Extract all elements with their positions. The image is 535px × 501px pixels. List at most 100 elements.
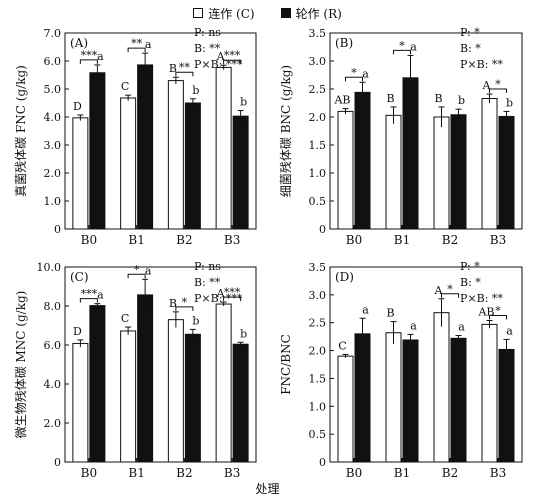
y-tick-label: 5.0 (44, 83, 62, 96)
bar-rotation-b0 (89, 72, 106, 230)
y-tick-label: 6.0 (44, 55, 62, 68)
y-axis-label: 真菌残体碳 FNC (g/kg) (14, 65, 28, 197)
significance-letter: D (73, 325, 82, 338)
significance-letter: B (169, 62, 177, 75)
x-tick-label: B0 (346, 466, 362, 480)
bar-rotation-b0 (354, 333, 371, 463)
significance-letter: a (458, 321, 465, 334)
bar-rotation-b3 (232, 115, 249, 230)
stats-line: P×B: ** (460, 58, 503, 71)
y-tick-label: 2.0 (44, 417, 62, 430)
bar-rotation-b3 (498, 115, 515, 230)
significance-letter: a (145, 38, 152, 51)
bar-rotation-b2 (184, 102, 201, 230)
stats-line: P: * (460, 260, 480, 273)
panel-d: 0 0.5 1.0 1.5 2.0 2.5 3.0 3.5 FNC/BNC (D) P: * B: *… (279, 260, 523, 480)
panel-label: (C) (70, 270, 89, 284)
significance-bracket (175, 306, 194, 311)
x-tick-label: B1 (128, 233, 144, 247)
significance-letter: b (192, 84, 199, 97)
stats-line: P: ns (194, 26, 221, 39)
significance-letter: b (458, 94, 465, 107)
bar-continuous-b3 (215, 303, 232, 463)
y-tick-label: 2.0 (309, 345, 327, 358)
y-tick-label: 3.0 (44, 139, 62, 152)
stats-line: P×B: ** (460, 292, 503, 305)
significance-bracket (127, 273, 146, 279)
bar-continuous-b3 (481, 323, 498, 463)
significance-letter: D (73, 100, 82, 113)
significance-letter: a (362, 67, 369, 80)
bar-rotation-b1 (137, 294, 154, 463)
y-tick-label: 1.5 (309, 139, 327, 152)
significance-letter: a (97, 289, 104, 302)
legend-label-rotation: 轮作 (R) (295, 6, 342, 21)
significance-stars: *** (81, 288, 98, 301)
bar-continuous-b1 (120, 97, 137, 230)
significance-letter: b (506, 96, 513, 109)
significance-bracket (489, 88, 507, 94)
y-tick-label: 4.0 (44, 111, 62, 124)
y-axis-label: FNC/BNC (279, 334, 293, 395)
x-tick-label: B3 (224, 466, 240, 480)
panel-c-frame (64, 266, 257, 463)
legend: 连作 (C) 轮作 (R) (0, 4, 535, 22)
y-tick-label: 8.0 (44, 300, 62, 313)
panel-label: (A) (70, 36, 88, 50)
bar-rotation-b3 (498, 348, 515, 463)
y-tick-label: 0.5 (309, 428, 327, 441)
y-tick-label: 2.5 (309, 317, 327, 330)
y-tick-label: 1.5 (309, 372, 327, 385)
x-tick-label: B2 (176, 233, 192, 247)
bar-continuous-b0 (72, 342, 89, 463)
legend-entry-rotation: 轮作 (R) (280, 5, 342, 22)
significance-letter: A (216, 287, 226, 300)
stats-line: P: * (460, 26, 480, 39)
figure-x-axis-label: 处理 (255, 482, 280, 496)
significance-bracket (223, 296, 242, 302)
significance-letter: A (216, 50, 226, 63)
bar-rotation-b0 (354, 91, 371, 230)
significance-bracket (345, 76, 363, 82)
bar-continuous-b0 (72, 117, 89, 230)
significance-stars: * (495, 78, 501, 91)
bar-continuous-b1 (385, 332, 402, 463)
y-axis-label: 细菌残体碳 BNC (g/kg) (279, 65, 293, 197)
stats-line: B: * (460, 42, 481, 55)
significance-letter: b (240, 327, 247, 340)
x-tick-label: B2 (442, 466, 458, 480)
significance-stars: ** (179, 61, 191, 74)
significance-bracket (79, 59, 98, 64)
panel-b: 0 0.5 1.0 1.5 2.0 2.5 3.0 3.5 细菌残体碳 BNC (g/kg) (B… (279, 26, 523, 247)
y-tick-label: 4.0 (44, 378, 62, 391)
y-tick-label: 3.5 (309, 261, 327, 274)
bar-rotation-b3 (232, 343, 249, 463)
significance-letter: B (386, 92, 394, 105)
significance-letter: C (121, 80, 129, 93)
significance-letter: B (434, 92, 442, 105)
y-tick-label: 1.0 (44, 195, 62, 208)
x-tick-label: B3 (224, 233, 240, 247)
bar-continuous-b2 (167, 80, 184, 230)
x-tick-label: B1 (394, 233, 410, 247)
y-tick-label: 1.0 (309, 400, 327, 413)
significance-stars: * (182, 296, 188, 309)
significance-letter: B (386, 307, 394, 320)
significance-stars: * (495, 304, 501, 317)
y-tick-label: 7.0 (44, 27, 62, 40)
x-tick-label: B0 (346, 233, 362, 247)
significance-bracket (175, 71, 194, 77)
y-tick-label: 0 (319, 223, 326, 236)
panel-label: (D) (335, 270, 354, 284)
bar-continuous-b1 (385, 114, 402, 230)
bar-rotation-b2 (184, 333, 201, 463)
significance-letter: A (434, 284, 444, 297)
stats-line: B: ** (194, 42, 221, 55)
significance-bracket (489, 314, 507, 320)
significance-stars: * (447, 283, 453, 296)
bar-rotation-b2 (450, 114, 467, 230)
bar-continuous-b0 (337, 355, 354, 463)
stats-line: P×B: *** (194, 292, 243, 305)
y-tick-label: 0 (319, 456, 326, 469)
